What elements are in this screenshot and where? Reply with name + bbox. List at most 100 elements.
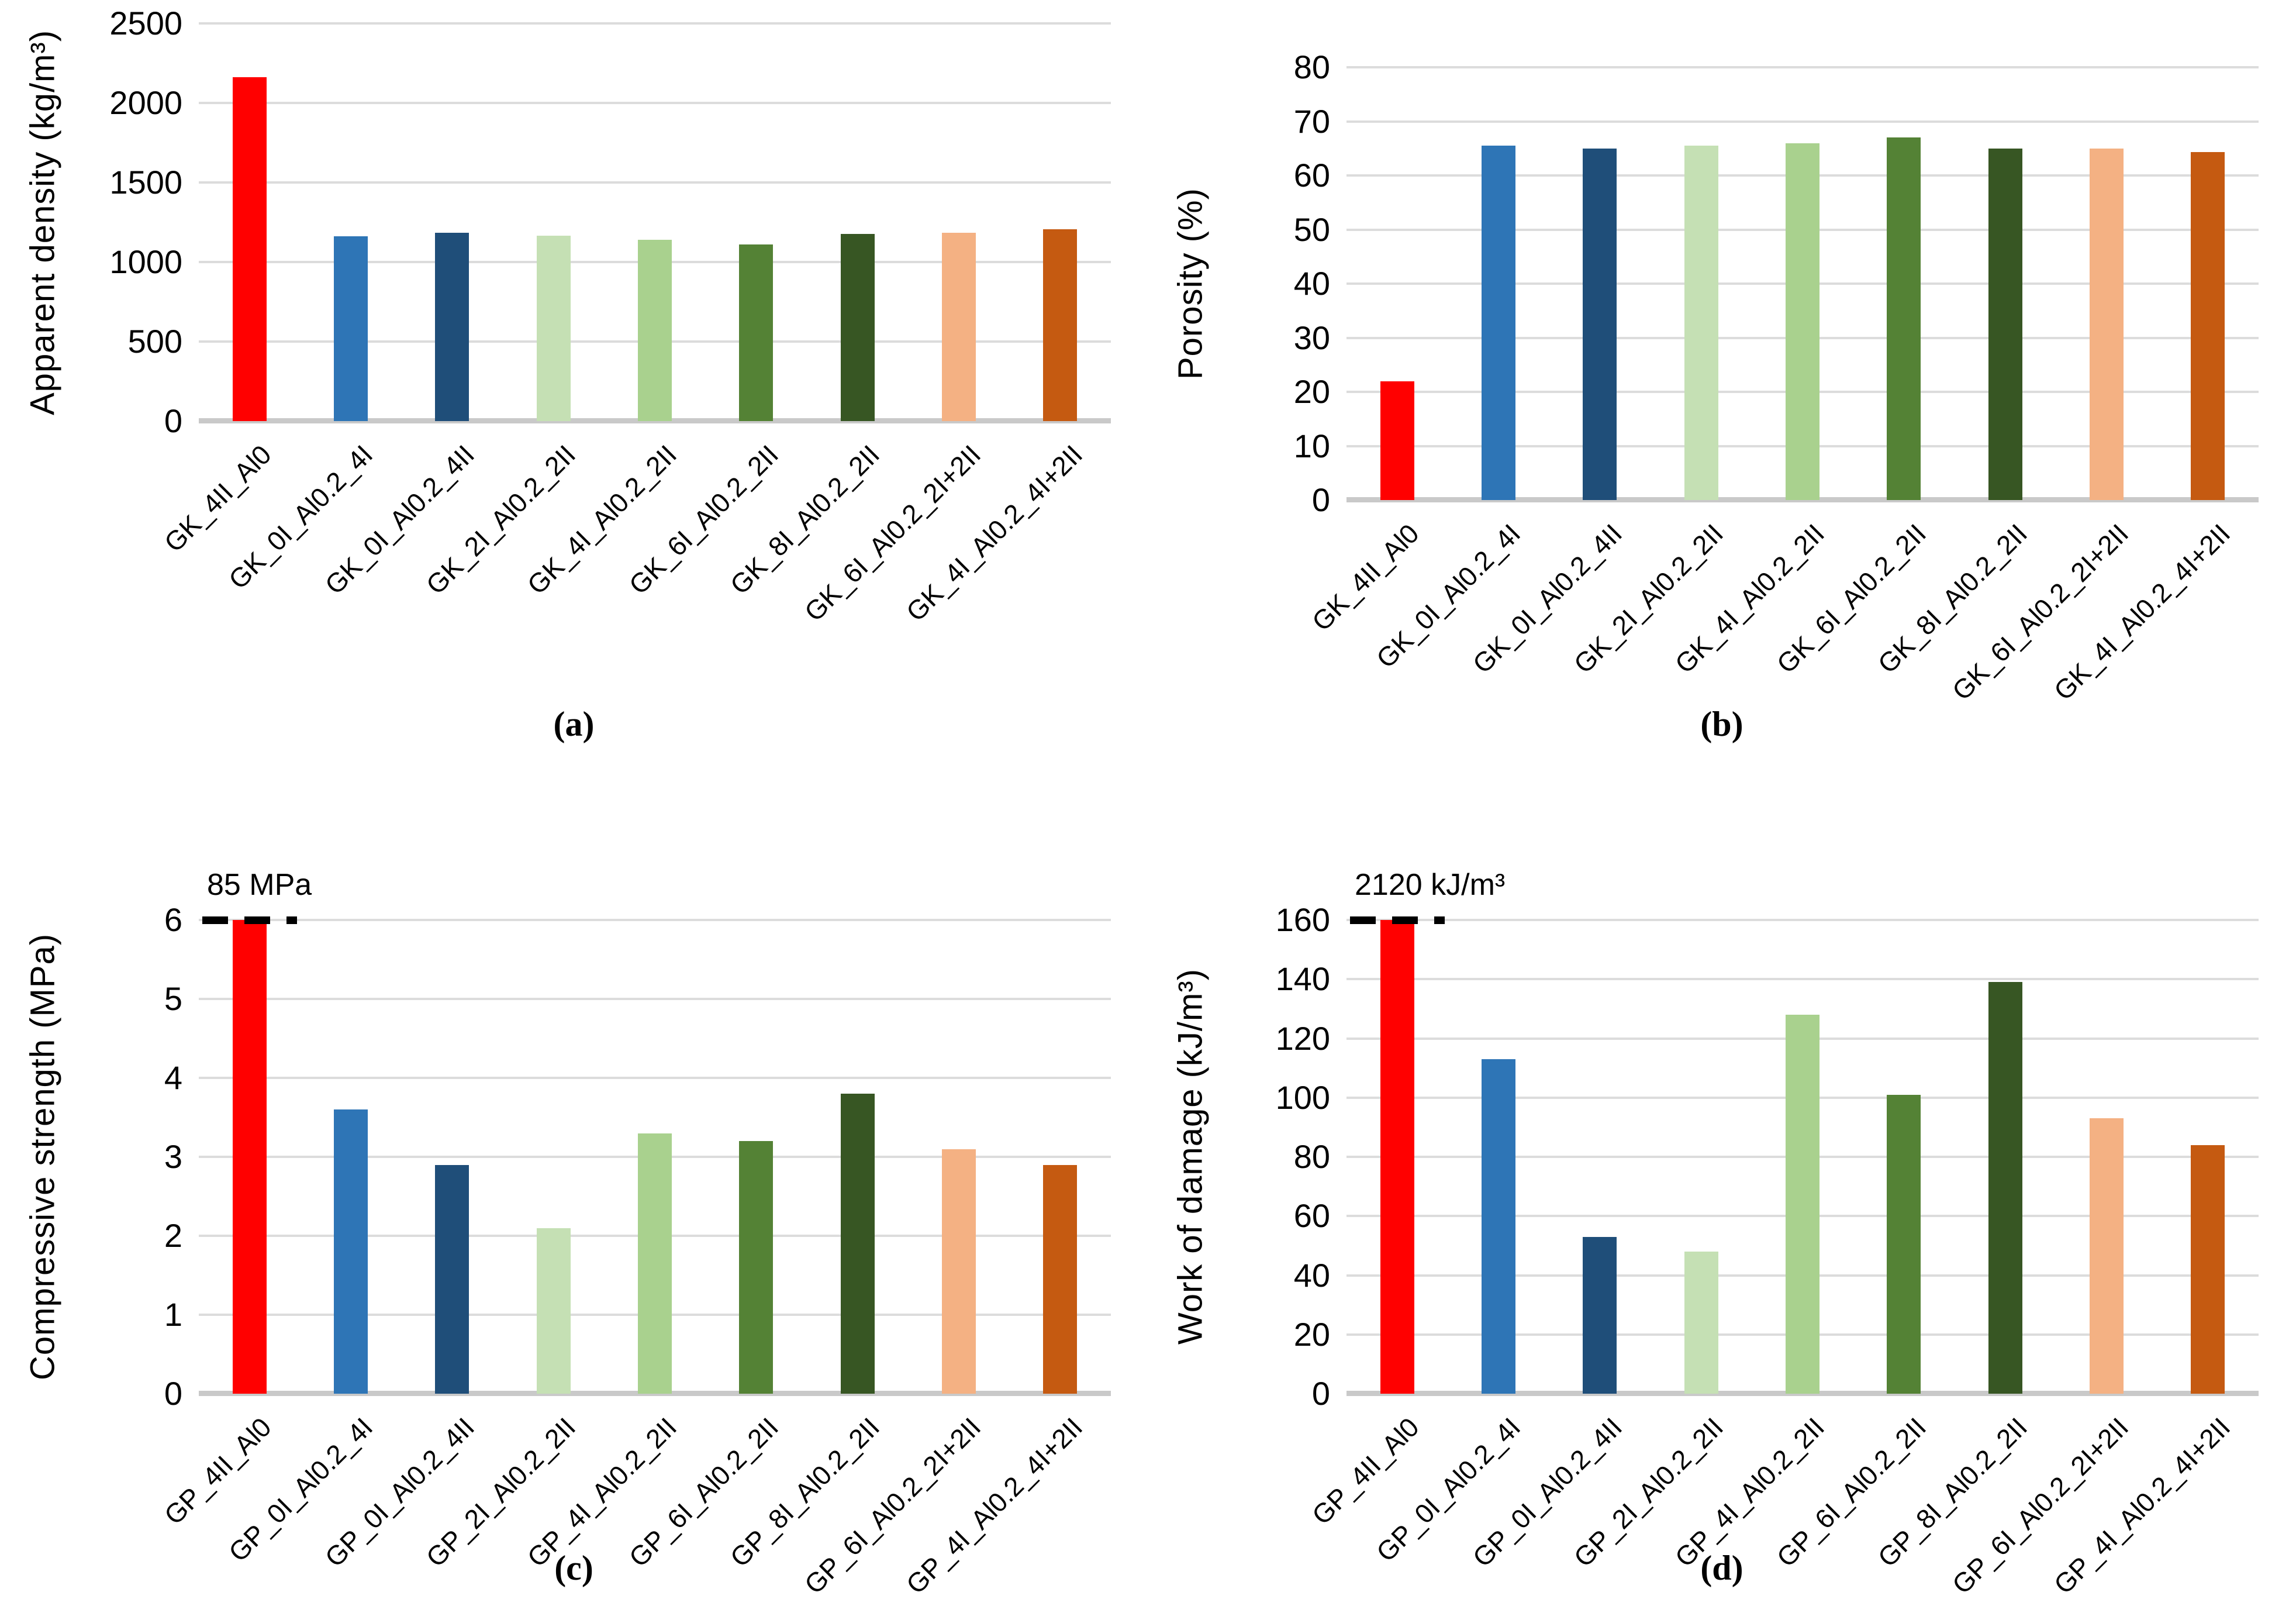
bar-GP_0I_Al0.2_4II [1583, 1236, 1617, 1394]
y-tick-label: 3 [164, 1138, 182, 1175]
y-tick-label: 40 [1293, 265, 1330, 302]
y-tick-label: 160 [1275, 901, 1330, 938]
gridline [199, 998, 1111, 1000]
y-tick-label: 0 [1311, 481, 1330, 518]
y-tick-label: 50 [1293, 211, 1330, 248]
bar-GP_6I_Al0.2_2I+2II [2090, 1118, 2124, 1394]
bar-GP_6I_Al0.2_2II [1887, 1094, 1921, 1394]
panel-a: Apparent density (kg/m³) 0 500 1000 1500 200… [0, 0, 1148, 803]
y-tick-label: 70 [1293, 102, 1330, 140]
gridline [199, 919, 1111, 921]
y-tick-label: 10 [1293, 427, 1330, 464]
y-tick-label: 2500 [109, 5, 182, 42]
bar-GP_4I_Al0.2_2II [1786, 1015, 1819, 1394]
bar-GP_0I_Al0.2_4I [334, 1109, 368, 1394]
x-category-label: GK_4I_Al0.2_4I+2II [2048, 518, 2236, 706]
y-tick-label: 80 [1293, 49, 1330, 85]
bar-GK_0I_Al0.2_4I [1482, 146, 1515, 500]
y-tick-label: 2 [164, 1217, 182, 1254]
off-scale-dashed-line [1349, 916, 1445, 924]
bar-GP_4I_Al0.2_2II [638, 1133, 672, 1394]
bar-GK_4I_Al0.2_4I+2II [2191, 152, 2225, 500]
y-tick-label: 0 [164, 1375, 182, 1412]
panel-letter: (a) [553, 705, 595, 743]
gridline [1346, 120, 2259, 123]
bar-GP_8I_Al0.2_2II [840, 1094, 875, 1394]
x-axis-labels: GK_4II_Al0 GK_0I_Al0.2_4I GK_0I_Al0.2_4II G… [158, 421, 1111, 632]
y-tick-label: 30 [1293, 319, 1330, 356]
y-axis-ticks: 0 10 20 30 40 50 60 70 80 [1148, 0, 1334, 803]
y-tick-label: 1000 [109, 243, 182, 280]
plot-area [199, 22, 1111, 423]
gridline [199, 181, 1111, 184]
y-tick-label: 1500 [109, 164, 182, 201]
y-axis-ticks: 0 20 40 60 80 100 120 140 160 [1148, 803, 1334, 1606]
bar-GK_6I_Al0.2_2II [739, 244, 774, 421]
gridline [1346, 66, 2259, 68]
bar-GK_4II_Al0 [232, 77, 267, 421]
bar-GK_6I_Al0.2_2II [1887, 137, 1921, 500]
gridline [1346, 919, 2259, 921]
bar-GP_0I_Al0.2_4I [1482, 1059, 1515, 1394]
x-category-label: GK_4I_Al0.2_4I+2II [900, 439, 1088, 628]
bar-GK_4I_Al0.2_2II [1786, 143, 1819, 500]
bar-GP_2I_Al0.2_2II [536, 1228, 571, 1394]
bar-GK_8I_Al0.2_2II [840, 234, 875, 421]
bar-GK_6I_Al0.2_2I+2II [942, 232, 976, 421]
panel-letter: (b) [1700, 705, 1743, 743]
plot-area: 85 MPa [199, 868, 1111, 1396]
bar-GP_4I_Al0.2_4I+2II [2191, 1145, 2225, 1394]
bar-GK_2I_Al0.2_2II [536, 236, 571, 421]
bar-GK_4II_Al0 [1380, 381, 1414, 500]
plot-area: 2120 kJ/m³ [1346, 868, 2259, 1396]
gridline [199, 102, 1111, 104]
x-category-label: GK_6I_Al0.2_2I+2II [798, 439, 987, 628]
y-tick-label: 1 [164, 1296, 182, 1333]
y-axis-ticks: 0 1 2 3 4 5 6 [0, 803, 186, 1606]
bar-GP_8I_Al0.2_2II [1988, 982, 2022, 1394]
bar-GK_2I_Al0.2_2II [1684, 146, 1718, 500]
off-scale-value-label: 85 MPa [207, 868, 312, 902]
bar-GK_4I_Al0.2_2II [638, 239, 672, 421]
y-tick-label: 80 [1293, 1138, 1330, 1175]
y-tick-label: 5 [164, 980, 182, 1017]
y-tick-label: 0 [1311, 1375, 1330, 1412]
y-tick-label: 60 [1293, 1197, 1330, 1235]
x-category-label: GK_6I_Al0.2_2I+2II [1946, 518, 2135, 706]
bar-GK_4I_Al0.2_4I+2II [1043, 229, 1078, 421]
y-tick-label: 6 [164, 901, 182, 938]
bar-GP_4II_Al0 [1380, 920, 1414, 1394]
panel-letter: (d) [1700, 1549, 1743, 1587]
gridline [199, 1077, 1111, 1079]
bar-GP_4I_Al0.2_4I+2II [1043, 1164, 1078, 1394]
gridline [1346, 978, 2259, 981]
y-tick-label: 100 [1275, 1078, 1330, 1116]
bar-GP_6I_Al0.2_2I+2II [942, 1149, 976, 1394]
x-axis-labels: GK_4II_Al0 GK_0I_Al0.2_4I GK_0I_Al0.2_4II G… [1306, 500, 2259, 711]
bar-GK_6I_Al0.2_2I+2II [2090, 148, 2124, 500]
plot-area [1346, 66, 2259, 502]
y-tick-label: 40 [1293, 1256, 1330, 1294]
gridline [199, 22, 1111, 25]
y-tick-label: 60 [1293, 157, 1330, 194]
y-tick-label: 500 [127, 323, 182, 360]
bar-GK_0I_Al0.2_4II [1583, 148, 1617, 500]
y-tick-label: 4 [164, 1059, 182, 1096]
panel-d: Work of damage (kJ/m³) 0 20 40 60 80 100 120 14… [1148, 803, 2296, 1606]
panel-letter: (c) [554, 1549, 593, 1587]
off-scale-dashed-line [202, 916, 297, 924]
bar-GP_2I_Al0.2_2II [1684, 1252, 1718, 1394]
panel-b: Porosity (%) 0 10 20 30 40 50 60 70 80 GK_4II_Al… [1148, 0, 2296, 803]
bar-GP_0I_Al0.2_4II [435, 1164, 469, 1394]
y-tick-label: 20 [1293, 373, 1330, 410]
off-scale-value-label: 2120 kJ/m³ [1355, 868, 1506, 902]
y-tick-label: 2000 [109, 84, 182, 121]
bar-GK_0I_Al0.2_4II [435, 232, 469, 421]
y-tick-label: 120 [1275, 1019, 1330, 1057]
bar-GK_0I_Al0.2_4I [334, 236, 368, 421]
y-tick-label: 0 [164, 402, 182, 439]
bar-GP_6I_Al0.2_2II [739, 1141, 774, 1394]
y-tick-label: 140 [1275, 960, 1330, 998]
